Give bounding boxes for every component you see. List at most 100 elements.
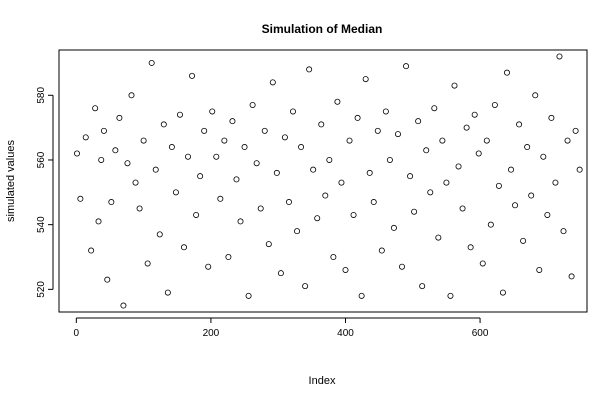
data-point (455, 163, 462, 170)
data-point (144, 260, 151, 267)
y-axis: 520 540 560 580 (36, 87, 54, 298)
data-point (197, 173, 204, 180)
x-tick-label: 400 (337, 328, 354, 339)
data-point (285, 199, 292, 206)
data-point (499, 289, 506, 296)
data-point (281, 134, 288, 141)
data-point (229, 118, 236, 125)
data-point (92, 105, 99, 112)
data-point (394, 131, 401, 138)
data-point (415, 118, 422, 125)
data-point (88, 247, 95, 254)
data-point (479, 260, 486, 267)
data-point (338, 179, 345, 186)
data-point (330, 254, 337, 261)
data-point (560, 228, 567, 235)
data-point (100, 127, 107, 134)
plot-frame (58, 49, 588, 313)
data-point (576, 166, 583, 173)
data-point (74, 150, 81, 157)
data-point (318, 121, 325, 128)
data-point (362, 76, 369, 83)
data-point (152, 166, 159, 173)
data-point (528, 192, 535, 199)
data-point (516, 121, 523, 128)
data-point (237, 218, 244, 225)
data-point (520, 237, 527, 244)
data-point (439, 137, 446, 144)
data-point (302, 283, 309, 290)
data-point (172, 189, 179, 196)
data-point (544, 211, 551, 218)
data-point (524, 144, 531, 151)
data-point (104, 276, 111, 283)
data-point (403, 63, 410, 70)
x-tick-label: 0 (74, 328, 80, 339)
data-point (128, 92, 135, 99)
data-point (108, 199, 115, 206)
data-point (241, 144, 248, 151)
data-point (407, 173, 414, 180)
data-point (443, 179, 450, 186)
data-point (487, 221, 494, 228)
data-point (201, 127, 208, 134)
data-point (399, 263, 406, 270)
data-point (180, 244, 187, 251)
data-point (540, 153, 547, 160)
data-point (95, 218, 102, 225)
data-point (77, 195, 84, 202)
y-tick-label: 560 (36, 151, 47, 168)
data-point (548, 114, 555, 121)
data-point (435, 234, 442, 241)
data-point (225, 254, 232, 261)
data-point (249, 101, 256, 108)
data-point (572, 127, 579, 134)
data-point (423, 147, 430, 154)
data-point (116, 114, 123, 121)
data-point (326, 156, 333, 163)
y-tick-label: 580 (36, 87, 47, 104)
data-point (148, 59, 155, 66)
data-point (475, 150, 482, 157)
y-tick-label: 540 (36, 216, 47, 233)
data-point (463, 124, 470, 131)
data-point (342, 266, 349, 273)
data-point (503, 69, 510, 76)
data-point (112, 147, 119, 154)
x-axis-label: Index (309, 375, 336, 387)
data-point (447, 292, 454, 299)
x-tick-label: 200 (203, 328, 220, 339)
data-point (132, 179, 139, 186)
data-point (120, 302, 127, 309)
data-point (471, 111, 478, 118)
data-point (273, 169, 280, 176)
data-point (314, 215, 321, 222)
data-point (556, 53, 563, 60)
x-tick-label: 600 (472, 328, 489, 339)
y-axis-label: simulated values (5, 140, 17, 222)
data-point (221, 137, 228, 144)
data-point (508, 166, 515, 173)
data-point (217, 195, 224, 202)
data-point (253, 160, 260, 167)
data-point (491, 101, 498, 108)
data-point (334, 98, 341, 105)
data-point (386, 156, 393, 163)
data-point (98, 156, 105, 163)
data-point (467, 244, 474, 251)
data-point (390, 224, 397, 231)
data-point (269, 79, 276, 86)
data-point (374, 127, 381, 134)
data-point (358, 292, 365, 299)
data-point (205, 263, 212, 270)
data-point (366, 169, 373, 176)
data-point (419, 283, 426, 290)
data-point (310, 166, 317, 173)
data-point (209, 108, 216, 115)
data-point (257, 205, 264, 212)
data-point (185, 153, 192, 160)
data-point (350, 211, 357, 218)
data-point (451, 82, 458, 89)
data-point (346, 137, 353, 144)
